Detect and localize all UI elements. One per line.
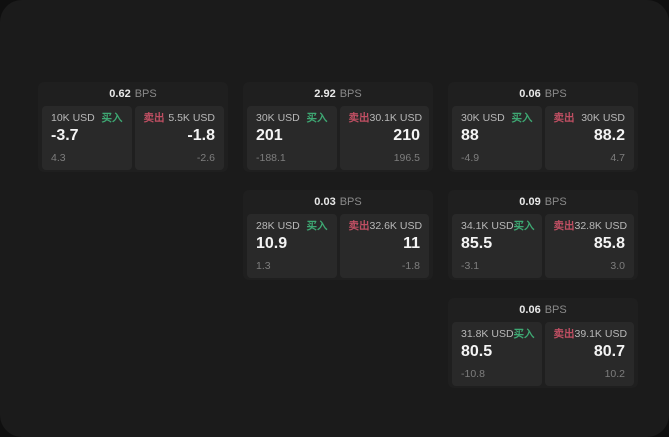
sell-panel[interactable]: 卖出 32.8K USD 85.8 3.0 [544,214,634,278]
card-bps-header: 0.06 BPS [448,82,638,104]
buy-amount-label: 30K USD [461,112,505,124]
card-panels: 31.8K USD 买入 80.5 -10.8 卖出 39.1K USD 80.… [448,320,638,390]
sell-panel[interactable]: 卖出 32.6K USD 11 -1.8 [339,214,429,278]
buy-sub-value: -10.8 [461,367,485,380]
sell-main-value: 85.8 [593,234,625,252]
sell-main-value: 11 [403,234,420,252]
sell-button[interactable]: 卖出 [553,220,575,232]
buy-button[interactable]: 买入 [513,220,535,232]
sell-panel[interactable]: 卖出 39.1K USD 80.7 10.2 [544,322,634,386]
sell-button[interactable]: 卖出 [348,220,370,232]
card-bps-header: 0.03 BPS [243,190,433,212]
sell-sub-value: -1.8 [401,259,420,272]
card-panels: 10K USD 买入 -3.7 4.3 卖出 5.5K USD -1.8 -2.… [38,104,228,174]
sell-sub-value: 10.2 [604,367,625,380]
buy-sub-value: -188.1 [256,151,286,164]
sell-main-value: 210 [393,126,420,144]
card-bps-header: 0.09 BPS [448,190,638,212]
buy-button[interactable]: 买入 [511,112,533,124]
sell-sub-value: 196.5 [393,151,420,164]
bps-unit-label: BPS [134,87,157,100]
sell-sub-value: 3.0 [610,259,625,272]
buy-amount-label: 34.1K USD [461,220,514,232]
buy-amount-label: 31.8K USD [461,328,514,340]
sell-main-value: 80.7 [593,342,625,360]
buy-button[interactable]: 买入 [306,220,328,232]
bps-unit-label: BPS [544,87,567,100]
sell-main-value: -1.8 [187,126,215,144]
buy-main-value: 201 [256,126,283,144]
buy-main-value: -3.7 [51,126,79,144]
bps-value: 0.03 [314,195,336,208]
card-bps-header: 0.06 BPS [448,298,638,320]
buy-main-value: 85.5 [461,234,493,252]
bps-unit-label: BPS [544,303,567,316]
sell-main-value: 88.2 [593,126,625,144]
sell-amount-label: 39.1K USD [574,328,628,340]
buy-button[interactable]: 买入 [101,112,123,124]
buy-panel[interactable]: 31.8K USD 买入 80.5 -10.8 [452,322,542,386]
buy-sub-value: 1.3 [256,259,271,272]
sell-amount-label: 30K USD [581,112,625,124]
sell-button[interactable]: 卖出 [348,112,370,124]
buy-panel[interactable]: 34.1K USD 买入 85.5 -3.1 [452,214,542,278]
bps-value: 0.06 [519,303,541,316]
buy-sub-value: -3.1 [461,259,480,272]
sell-button[interactable]: 卖出 [143,112,165,124]
quote-card: 0.06 BPS 31.8K USD 买入 80.5 -10.8 卖出 39.1… [448,298,638,388]
buy-main-value: 10.9 [256,234,288,252]
buy-amount-label: 30K USD [256,112,300,124]
sell-sub-value: 4.7 [610,151,625,164]
bps-unit-label: BPS [339,195,362,208]
sell-panel[interactable]: 卖出 30.1K USD 210 196.5 [339,106,429,170]
bps-value: 0.62 [109,87,131,100]
sell-panel[interactable]: 卖出 5.5K USD -1.8 -2.6 [134,106,224,170]
quote-card: 0.09 BPS 34.1K USD 买入 85.5 -3.1 卖出 32.8K… [448,190,638,280]
buy-panel[interactable]: 28K USD 买入 10.9 1.3 [247,214,337,278]
buy-main-value: 88 [461,126,479,144]
card-panels: 30K USD 买入 201 -188.1 卖出 30.1K USD 210 1… [243,104,433,174]
sell-amount-label: 32.8K USD [574,220,628,232]
buy-amount-label: 28K USD [256,220,300,232]
quote-card: 0.03 BPS 28K USD 买入 10.9 1.3 卖出 32.6K US… [243,190,433,280]
bps-value: 0.09 [519,195,541,208]
bps-unit-label: BPS [339,87,362,100]
sell-panel[interactable]: 卖出 30K USD 88.2 4.7 [544,106,634,170]
buy-panel[interactable]: 30K USD 买入 88 -4.9 [452,106,542,170]
buy-panel[interactable]: 30K USD 买入 201 -188.1 [247,106,337,170]
card-bps-header: 0.62 BPS [38,82,228,104]
buy-button[interactable]: 买入 [306,112,328,124]
buy-button[interactable]: 买入 [513,328,535,340]
buy-amount-label: 10K USD [51,112,95,124]
buy-sub-value: 4.3 [51,151,66,164]
bps-value: 0.06 [519,87,541,100]
sell-button[interactable]: 卖出 [553,328,575,340]
bps-unit-label: BPS [544,195,567,208]
sell-sub-value: -2.6 [196,151,215,164]
quote-card: 2.92 BPS 30K USD 买入 201 -188.1 卖出 30.1K … [243,82,433,172]
buy-panel[interactable]: 10K USD 买入 -3.7 4.3 [42,106,132,170]
card-panels: 34.1K USD 买入 85.5 -3.1 卖出 32.8K USD 85.8… [448,212,638,282]
sell-amount-label: 32.6K USD [369,220,423,232]
sell-amount-label: 30.1K USD [369,112,423,124]
sell-button[interactable]: 卖出 [553,112,575,124]
quote-card: 0.62 BPS 10K USD 买入 -3.7 4.3 卖出 5.5K USD… [38,82,228,172]
card-panels: 28K USD 买入 10.9 1.3 卖出 32.6K USD 11 -1.8 [243,212,433,282]
buy-main-value: 80.5 [461,342,493,360]
card-bps-header: 2.92 BPS [243,82,433,104]
sell-amount-label: 5.5K USD [168,112,215,124]
quote-card: 0.06 BPS 30K USD 买入 88 -4.9 卖出 30K USD 8… [448,82,638,172]
bps-value: 2.92 [314,87,336,100]
card-panels: 30K USD 买入 88 -4.9 卖出 30K USD 88.2 4.7 [448,104,638,174]
buy-sub-value: -4.9 [461,151,480,164]
